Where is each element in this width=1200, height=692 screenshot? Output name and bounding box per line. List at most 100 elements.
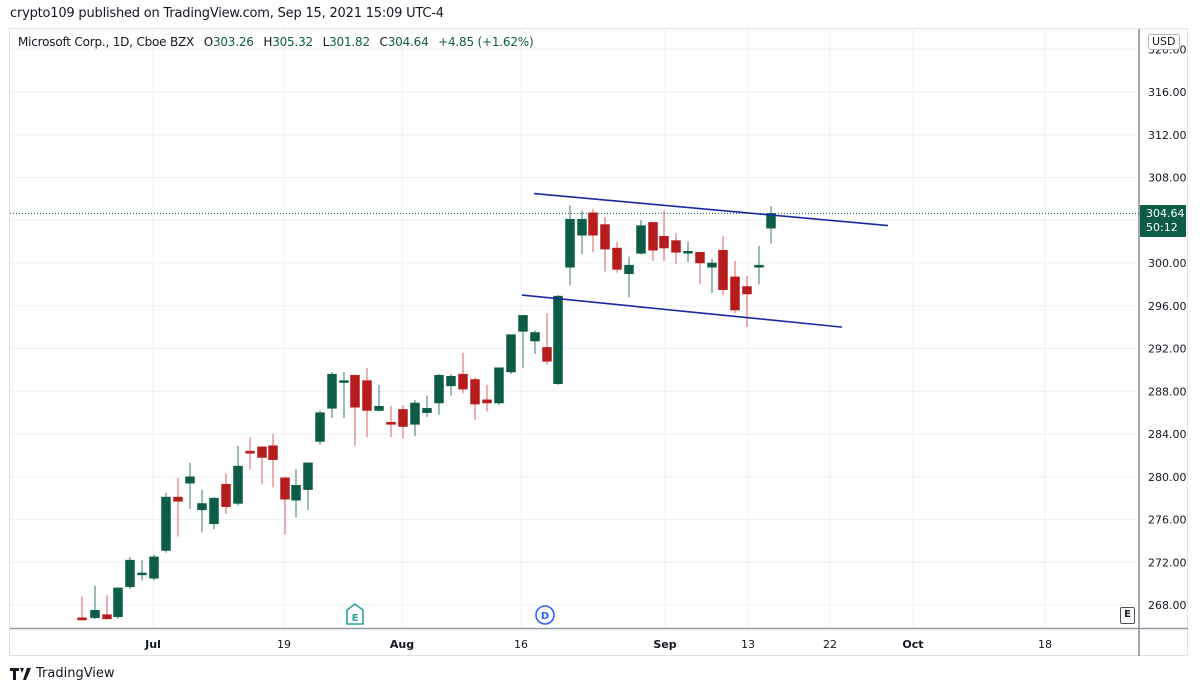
earnings-marker[interactable]: E — [346, 603, 364, 625]
candle-up[interactable] — [233, 445, 243, 506]
candle-down[interactable] — [600, 217, 610, 272]
candle-down[interactable] — [659, 210, 669, 261]
high-label: H — [263, 35, 273, 49]
candle-up[interactable] — [707, 258, 717, 293]
candle-down[interactable] — [268, 434, 278, 488]
candle-up[interactable] — [137, 560, 147, 581]
candle-down[interactable] — [102, 595, 112, 620]
candle-up[interactable] — [506, 334, 516, 375]
candle-up[interactable] — [113, 587, 123, 619]
candle-down[interactable] — [542, 313, 552, 365]
candle-down[interactable] — [77, 596, 87, 621]
symbol-label: Microsoft Corp., 1D, Cboe BZX — [18, 35, 195, 49]
time-tick-label: Aug — [390, 638, 414, 651]
price-tick-label: 268.00 — [1148, 599, 1187, 612]
candle-up[interactable] — [209, 497, 219, 530]
candle-up[interactable] — [624, 256, 634, 298]
candle-down[interactable] — [470, 377, 480, 421]
candle-up[interactable] — [161, 492, 171, 553]
tradingview-logo-icon — [10, 667, 31, 680]
candle-up[interactable] — [754, 245, 764, 285]
candle-up[interactable] — [374, 384, 384, 412]
candle-up[interactable] — [553, 295, 563, 385]
price-tick-label: 296.00 — [1148, 300, 1187, 313]
candle-up[interactable] — [434, 374, 444, 415]
candle-up[interactable] — [422, 395, 432, 417]
candle-down[interactable] — [350, 374, 360, 446]
open-label: O — [203, 35, 213, 49]
candle-up[interactable] — [327, 372, 337, 418]
close-label: C — [379, 35, 388, 49]
candle-down[interactable] — [386, 406, 396, 438]
candle-down[interactable] — [482, 384, 492, 412]
time-tick-label: 22 — [823, 638, 837, 651]
candle-down[interactable] — [718, 236, 728, 296]
candle-up[interactable] — [766, 206, 776, 244]
time-tick-label: 18 — [1038, 638, 1052, 651]
price-tick-label: 288.00 — [1148, 385, 1187, 398]
candle-down[interactable] — [221, 473, 231, 515]
candle-up[interactable] — [125, 556, 135, 589]
candle-down[interactable] — [612, 241, 622, 273]
candle-down[interactable] — [695, 252, 705, 285]
upcoming-earnings-marker[interactable]: E — [1120, 607, 1135, 624]
candle-up[interactable] — [518, 315, 528, 368]
candle-down[interactable] — [730, 260, 740, 314]
high-value: 305.32 — [272, 35, 313, 49]
candle-down[interactable] — [257, 446, 267, 485]
candle-up[interactable] — [185, 462, 195, 509]
price-tick-label: 284.00 — [1148, 428, 1187, 441]
candle-down[interactable] — [588, 208, 598, 253]
price-tick-label: 300.00 — [1148, 257, 1187, 270]
candle-up[interactable] — [303, 462, 313, 510]
candle-up[interactable] — [90, 585, 100, 619]
lower-channel-trendline[interactable] — [521, 294, 843, 328]
chart-frame — [9, 28, 1188, 656]
candle-up[interactable] — [291, 469, 301, 518]
currency-badge[interactable]: USD — [1148, 34, 1180, 50]
candle-up[interactable] — [565, 205, 575, 286]
dividend-marker[interactable]: D — [535, 605, 555, 625]
price-tick-label: 272.00 — [1148, 556, 1187, 569]
time-tick-label: 19 — [277, 638, 291, 651]
candle-down[interactable] — [648, 222, 658, 261]
candle-up[interactable] — [410, 399, 420, 437]
candle-up[interactable] — [530, 330, 540, 354]
last-price-tag: 304.64 50:12 — [1140, 205, 1186, 237]
price-tick-label: 312.00 — [1148, 129, 1187, 142]
candle-up[interactable] — [446, 374, 456, 396]
candle-up[interactable] — [339, 372, 349, 418]
candle-down[interactable] — [245, 437, 255, 470]
price-tick-label: 276.00 — [1148, 514, 1187, 527]
candle-down[interactable] — [173, 477, 183, 537]
candle-up[interactable] — [197, 489, 207, 533]
footer-brand: TradingView — [36, 666, 115, 681]
candle-down[interactable] — [742, 275, 752, 328]
bar-countdown: 50:12 — [1146, 221, 1178, 234]
candle-up[interactable] — [315, 410, 325, 445]
candle-up[interactable] — [577, 210, 587, 255]
time-tick-label: 16 — [514, 638, 528, 651]
change-value: +4.85 (+1.62%) — [438, 35, 534, 49]
price-tick-label: 292.00 — [1148, 343, 1187, 356]
candle-down[interactable] — [671, 233, 681, 265]
published-caption: crypto109 published on TradingView.com, … — [10, 6, 444, 21]
candle-down[interactable] — [398, 405, 408, 439]
svg-text:E: E — [352, 613, 359, 624]
open-value: 303.26 — [212, 35, 254, 49]
candle-up[interactable] — [683, 241, 693, 262]
time-tick-label: 13 — [741, 638, 755, 651]
price-tick-label: 280.00 — [1148, 471, 1187, 484]
time-tick-label: Jul — [144, 638, 161, 651]
candle-down[interactable] — [362, 367, 372, 438]
upper-channel-trendline[interactable] — [533, 192, 889, 227]
candle-up[interactable] — [494, 367, 504, 406]
candle-up[interactable] — [149, 554, 159, 581]
svg-text:D: D — [541, 611, 549, 622]
candle-down[interactable] — [280, 476, 290, 535]
candle-down[interactable] — [458, 352, 468, 394]
plot-area — [10, 192, 1139, 621]
candle-up[interactable] — [636, 220, 646, 255]
ohlc-legend: Microsoft Corp., 1D, Cboe BZX O303.26 H3… — [18, 35, 534, 49]
